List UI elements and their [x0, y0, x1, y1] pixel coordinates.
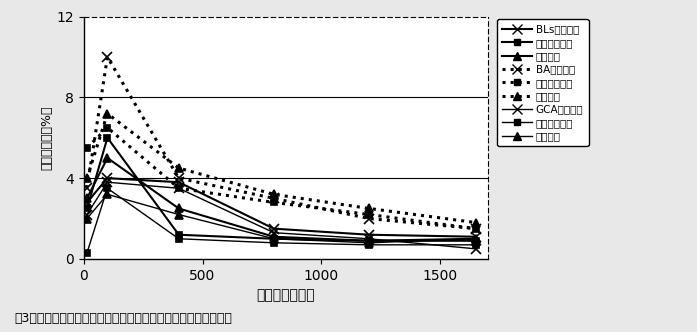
Text: 図3　土壌微生物バイオマスに取り込まれた残渣素素比率の推移: 図3 土壌微生物バイオマスに取り込まれた残渣素素比率の推移 [14, 312, 232, 325]
X-axis label: すき込み後日数: すき込み後日数 [256, 288, 315, 302]
Y-axis label: 取り込み率（%）: 取り込み率（%） [40, 106, 54, 170]
Legend: BLsテンサイ, トウモロコシ, コムギ゜, BAテンサイ, トウモロコシ, コムギ゜, GCAテンサイ, トウモロコシ, コムギ゜: BLsテンサイ, トウモロコシ, コムギ゜, BAテンサイ, トウモロコシ, コ… [497, 19, 588, 146]
